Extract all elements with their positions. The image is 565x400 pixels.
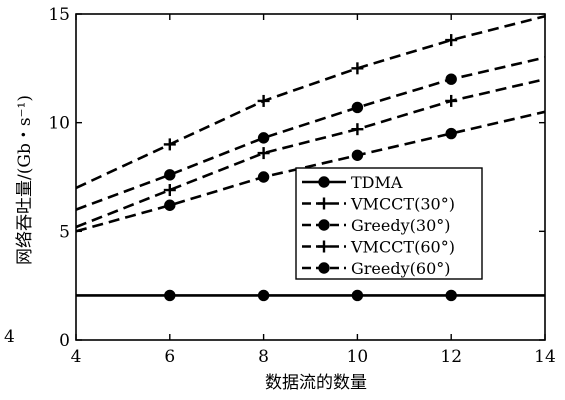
data-point [445, 94, 458, 107]
legend-label: VMCCT(60°) [350, 238, 455, 257]
legend-entry: VMCCT(30°) [302, 195, 455, 214]
series-1 [75, 14, 546, 190]
legend-label: Greedy(60°) [351, 259, 451, 278]
x-tick-label: 6 [164, 347, 175, 367]
legend-label: TDMA [351, 173, 403, 192]
x-tick-label: 4 [71, 347, 82, 367]
data-point [445, 73, 457, 85]
x-tick-label: 14 [534, 347, 556, 367]
y-tick-label: 10 [48, 114, 70, 134]
legend-marker [318, 197, 330, 210]
data-point [257, 147, 270, 160]
data-point [351, 149, 364, 161]
data-point [445, 34, 458, 47]
data-point [163, 138, 176, 151]
data-point [163, 184, 176, 197]
legend-entry: VMCCT(60°) [302, 238, 455, 257]
series-0 [76, 289, 545, 302]
data-point [351, 62, 364, 75]
data-point [164, 169, 176, 181]
x-tick-label: 10 [347, 347, 369, 367]
series-4 [75, 110, 546, 233]
series-layer [75, 14, 546, 302]
stray-label: 4 [4, 327, 15, 347]
axes: 4 6 8 10 12 14 0 5 10 15 [48, 5, 555, 367]
legend-label: Greedy(30°) [351, 216, 451, 235]
plot-frame [75, 13, 546, 341]
series-line [75, 14, 546, 190]
data-point [351, 123, 364, 136]
legend-label: VMCCT(30°) [350, 195, 455, 214]
y-axis-title: 网络吞吐量/(Gb・s⁻¹) [15, 95, 35, 265]
data-point [257, 289, 270, 302]
series-2 [75, 56, 546, 211]
x-tick-label: 12 [440, 347, 462, 367]
data-point [257, 132, 270, 144]
data-point [257, 171, 270, 183]
y-tick-label: 0 [59, 331, 70, 351]
legend-marker [318, 240, 330, 253]
data-point [445, 289, 457, 302]
series-line [75, 77, 546, 229]
legend-entry: TDMA [302, 173, 403, 192]
y-tick-label: 15 [48, 5, 70, 25]
data-point [257, 94, 270, 107]
data-point [351, 101, 364, 114]
series-3 [75, 77, 546, 229]
legend-entry: Greedy(30°) [302, 216, 451, 235]
legend-marker [318, 219, 330, 231]
data-point [445, 127, 457, 140]
legend-marker [318, 176, 330, 188]
series-line [75, 56, 546, 211]
series-line [75, 110, 546, 233]
data-point [351, 289, 364, 302]
legend-entry: Greedy(60°) [302, 259, 451, 278]
data-point [164, 289, 176, 302]
legend-marker [318, 262, 330, 274]
x-tick-label: 8 [258, 347, 269, 367]
legend: TDMA VMCCT(30°) Greedy(30°) VMCCT(60°) Greed… [295, 167, 483, 280]
y-tick-label: 5 [59, 222, 70, 242]
x-axis-title: 数据流的数量 [265, 373, 367, 393]
data-point [164, 199, 176, 211]
